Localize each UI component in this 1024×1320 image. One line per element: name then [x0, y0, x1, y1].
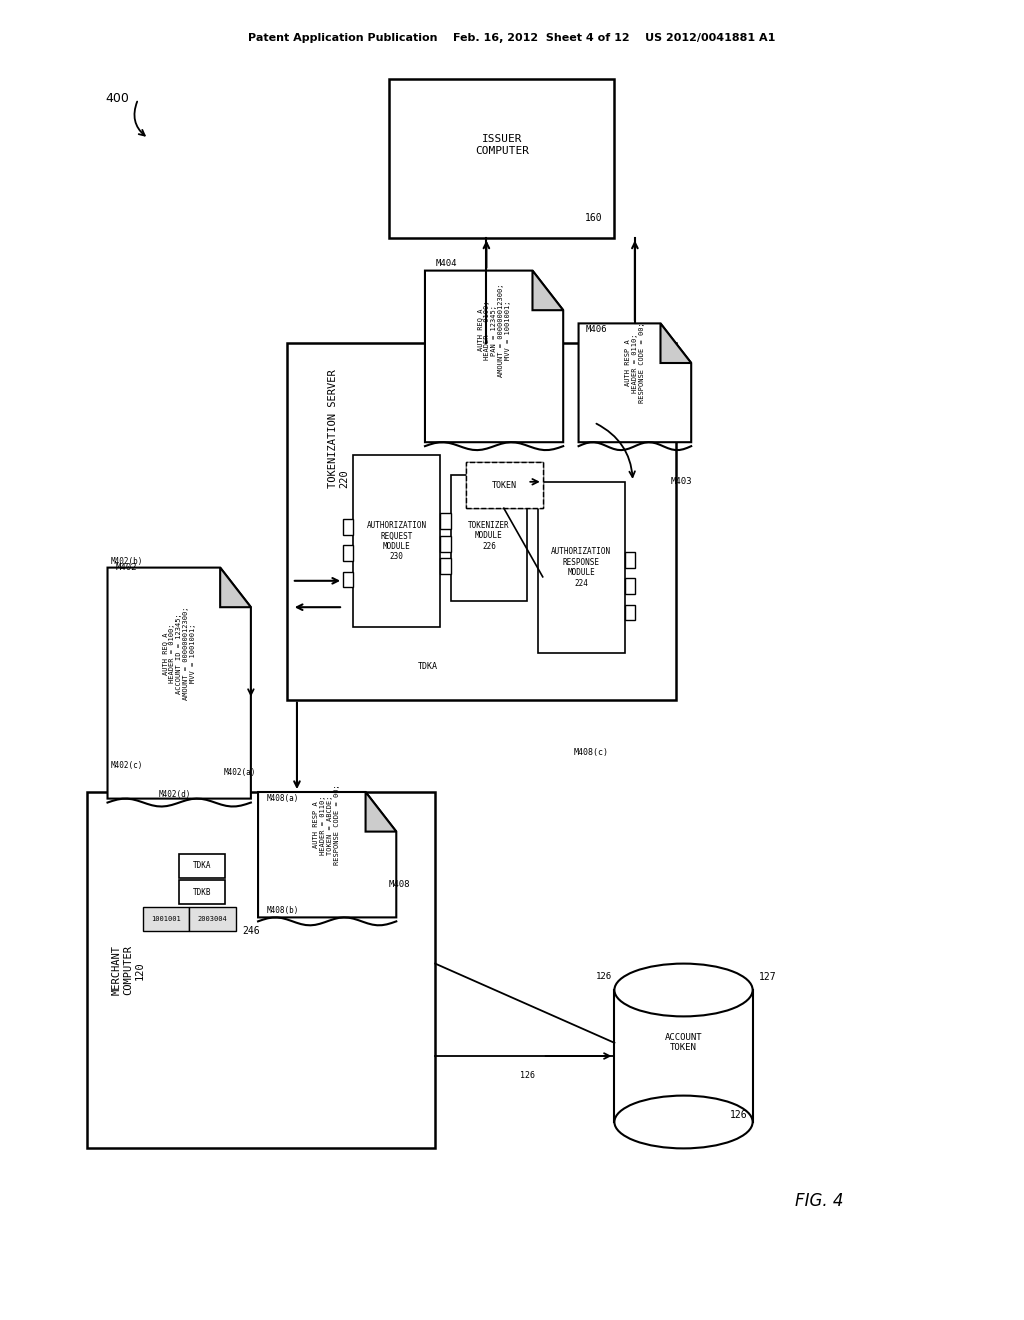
Text: M404: M404	[435, 260, 457, 268]
Text: AUTH REQ A
HEADER = 0100;
ACCOUNT ID = 12345;
AMOUNT = 000000012300;
MVV = 10010: AUTH REQ A HEADER = 0100; ACCOUNT ID = 1…	[162, 607, 197, 700]
Bar	[466, 462, 543, 508]
Text: M402(d): M402(d)	[159, 791, 191, 799]
Text: Patent Application Publication    Feb. 16, 2012  Sheet 4 of 12    US 2012/004188: Patent Application Publication Feb. 16, …	[248, 33, 776, 44]
Text: 1001001: 1001001	[152, 916, 181, 921]
Bar	[343, 436, 635, 660]
Text: M406: M406	[586, 326, 607, 334]
Text: TOKENIZATION SERVER
220: TOKENIZATION SERVER 220	[328, 370, 349, 488]
Text: TOKENIZER
MODULE
226: TOKENIZER MODULE 226	[468, 521, 510, 550]
Bar	[353, 455, 440, 627]
Text: MERCHANT
COMPUTER
120: MERCHANT COMPUTER 120	[112, 945, 144, 995]
Bar	[614, 990, 753, 1122]
Text: M402(a): M402(a)	[223, 768, 256, 776]
Text: 126: 126	[596, 973, 612, 981]
Text: TDKB: TDKB	[193, 888, 212, 896]
Polygon shape	[532, 271, 563, 310]
Text: 400: 400	[105, 92, 130, 106]
Text: AUTH REQ A
HEADER = 0100;
PAN = 12345;
AMOUNT = 000000012300;
MVV = 1001001;: AUTH REQ A HEADER = 0100; PAN = 12345; A…	[477, 284, 511, 376]
Text: AUTHORIZATION
RESPONSE
MODULE
224: AUTHORIZATION RESPONSE MODULE 224	[551, 548, 611, 587]
Text: M408(b): M408(b)	[266, 907, 299, 915]
Text: M403: M403	[671, 478, 692, 486]
Bar	[538, 482, 625, 653]
Bar	[143, 907, 189, 931]
Text: M408: M408	[389, 880, 411, 888]
Polygon shape	[258, 792, 396, 917]
Polygon shape	[425, 271, 563, 442]
Bar	[466, 462, 543, 508]
Text: M408(c): M408(c)	[573, 748, 608, 756]
Polygon shape	[366, 792, 396, 832]
Bar	[343, 545, 353, 561]
Text: TOKEN: TOKEN	[492, 482, 517, 490]
Text: M402(b): M402(b)	[111, 557, 143, 565]
Bar	[440, 513, 451, 529]
Bar	[179, 854, 225, 878]
Text: 246: 246	[242, 925, 260, 936]
Bar	[87, 792, 435, 1148]
Text: 126: 126	[730, 1110, 748, 1121]
Bar	[625, 605, 635, 620]
Text: ACCOUNT
TOKEN: ACCOUNT TOKEN	[665, 1034, 702, 1052]
Bar	[625, 578, 635, 594]
Text: 160: 160	[585, 213, 603, 223]
Bar	[389, 79, 614, 238]
Bar	[625, 552, 635, 568]
Text: AUTH RESP A
HEADER = 0110;
RESPONSE CODE = 00;: AUTH RESP A HEADER = 0110; RESPONSE CODE…	[625, 322, 645, 404]
Text: 2003004: 2003004	[198, 916, 227, 921]
Ellipse shape	[614, 964, 753, 1016]
Text: ISSUER
COMPUTER: ISSUER COMPUTER	[475, 135, 528, 156]
Text: 127: 127	[759, 972, 777, 982]
Text: 126: 126	[520, 1072, 535, 1080]
Bar	[189, 907, 236, 931]
Bar	[343, 572, 353, 587]
Text: AUTH RESP A
HEADER = 0110;
TOKEN = ABCDE;
RESPONSE CODE = 00;: AUTH RESP A HEADER = 0110; TOKEN = ABCDE…	[313, 784, 340, 866]
Bar	[440, 558, 451, 574]
Polygon shape	[220, 568, 251, 607]
Bar	[451, 475, 527, 601]
Text: M402: M402	[116, 564, 137, 572]
Text: M408(a): M408(a)	[266, 795, 299, 803]
Bar	[179, 880, 225, 904]
Ellipse shape	[614, 1096, 753, 1148]
Polygon shape	[660, 323, 691, 363]
Polygon shape	[579, 323, 691, 442]
Text: M402(c): M402(c)	[111, 762, 143, 770]
Bar	[343, 519, 353, 535]
Bar	[440, 536, 451, 552]
Text: TDKA: TDKA	[193, 862, 212, 870]
Polygon shape	[108, 568, 251, 799]
Text: FIG. 4: FIG. 4	[795, 1192, 844, 1210]
Bar	[287, 343, 676, 700]
Text: TDKA: TDKA	[418, 663, 438, 671]
Text: AUTHORIZATION
REQUEST
MODULE
230: AUTHORIZATION REQUEST MODULE 230	[367, 521, 427, 561]
